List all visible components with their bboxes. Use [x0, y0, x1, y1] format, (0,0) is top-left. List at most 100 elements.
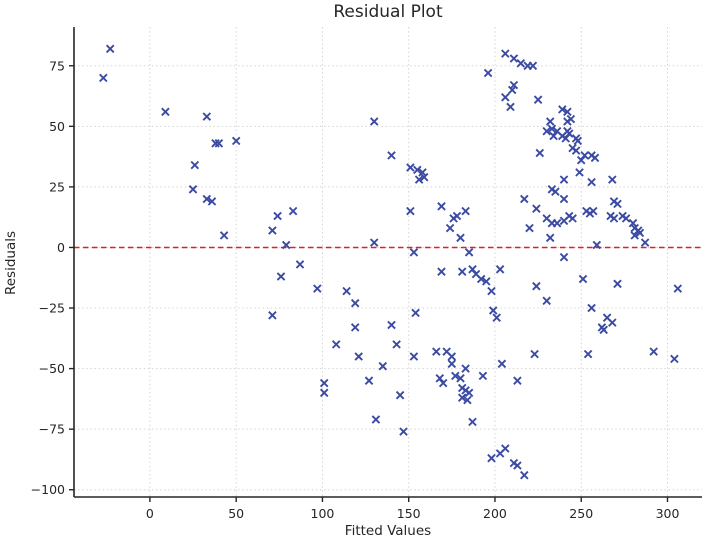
data-point-marker: [501, 444, 510, 453]
data-point-marker: [590, 153, 600, 163]
data-point-marker: [487, 286, 496, 296]
y-tick-label: −100: [31, 482, 65, 497]
data-point-marker: [406, 163, 415, 172]
data-point-marker: [99, 73, 108, 83]
data-point-marker: [445, 223, 455, 233]
data-point-marker: [463, 395, 472, 405]
data-point-marker: [231, 136, 241, 146]
data-point-marker: [552, 218, 562, 228]
chart-title: Residual Plot: [333, 2, 443, 22]
data-point-marker: [520, 470, 529, 480]
data-point-marker: [542, 126, 551, 136]
data-point-marker: [673, 284, 683, 293]
data-point-marker: [387, 320, 396, 330]
data-point-marker: [559, 194, 569, 204]
data-point-marker: [566, 114, 576, 124]
data-point-marker: [640, 238, 650, 247]
data-point-marker: [295, 260, 305, 269]
data-point-marker: [369, 117, 379, 126]
data-point-marker: [276, 272, 286, 281]
data-point-marker: [435, 374, 445, 383]
y-tick-label: 50: [49, 119, 65, 134]
x-tick-labels: 0 50 100 150 200 250 300: [146, 497, 679, 521]
data-point-marker: [288, 206, 298, 216]
data-point-marker: [583, 349, 593, 359]
data-point-marker: [418, 168, 427, 177]
data-point-marker: [281, 240, 291, 250]
data-point-marker: [559, 252, 569, 262]
data-point-marker: [488, 306, 498, 315]
data-point-marker: [202, 112, 212, 121]
data-point-marker: [461, 206, 470, 216]
data-point-marker: [628, 218, 638, 228]
data-point-marker: [492, 313, 501, 322]
data-point-marker: [478, 371, 488, 381]
data-point-marker: [451, 371, 460, 381]
x-tick-label: 100: [311, 506, 335, 521]
data-point-marker: [578, 274, 588, 284]
data-point-marker: [630, 231, 639, 240]
data-point-marker: [313, 284, 322, 293]
data-point-marker: [525, 223, 534, 233]
data-point-marker: [549, 131, 558, 141]
data-point-marker: [483, 68, 493, 78]
data-point-marker: [468, 417, 477, 427]
data-point-marker: [573, 136, 583, 146]
data-point-marker: [413, 165, 422, 175]
data-point-marker: [509, 80, 519, 90]
data-point-marker: [414, 175, 424, 184]
y-tick-label: −75: [39, 422, 65, 437]
data-point-marker: [608, 175, 617, 184]
y-axis-label: Residuals: [3, 230, 19, 296]
data-point-marker: [542, 296, 551, 306]
data-point-marker: [592, 240, 602, 250]
data-point-marker: [482, 277, 491, 286]
data-point-marker: [509, 54, 519, 63]
data-point-marker: [476, 274, 486, 284]
data-point-marker: [456, 233, 465, 243]
data-point-marker: [533, 95, 543, 104]
x-axis-label: Fitted Values: [344, 523, 432, 539]
x-tick-label: 250: [569, 506, 593, 521]
data-point-marker: [457, 393, 467, 402]
data-point-marker: [532, 204, 541, 213]
data-point-marker: [487, 453, 496, 463]
data-point-marker: [568, 214, 577, 223]
scatter-points: [99, 44, 683, 480]
data-point-marker: [319, 388, 329, 398]
data-point-marker: [105, 44, 115, 54]
data-point-marker: [437, 202, 446, 211]
data-point-marker: [587, 303, 596, 313]
data-point-marker: [331, 340, 341, 349]
data-point-marker: [580, 151, 589, 160]
data-point-marker: [387, 151, 396, 160]
data-point-marker: [532, 281, 541, 291]
data-point-marker: [268, 311, 277, 320]
data-point-marker: [506, 102, 515, 112]
data-point-marker: [406, 206, 415, 216]
data-point-marker: [545, 233, 555, 243]
data-point-marker: [202, 194, 212, 204]
y-tick-labels: 75 50 25 0 −25 −50 −75 −100: [31, 58, 74, 497]
data-point-marker: [635, 228, 645, 238]
data-point-marker: [364, 376, 374, 385]
data-point-marker: [535, 148, 545, 158]
data-point-marker: [513, 461, 522, 470]
y-tick-label: 75: [49, 58, 65, 73]
data-point-marker: [273, 211, 282, 221]
data-point-marker: [513, 376, 522, 385]
data-point-marker: [447, 352, 457, 361]
data-point-marker: [501, 49, 510, 58]
data-point-marker: [188, 185, 198, 194]
data-point-marker: [369, 238, 379, 247]
data-point-marker: [551, 187, 560, 196]
x-tick-label: 150: [397, 506, 421, 521]
data-point-marker: [464, 248, 474, 257]
data-point-marker: [409, 248, 419, 257]
data-point-marker: [438, 378, 448, 388]
data-point-marker: [621, 214, 631, 223]
data-point-marker: [395, 390, 405, 400]
data-point-marker: [608, 318, 617, 327]
